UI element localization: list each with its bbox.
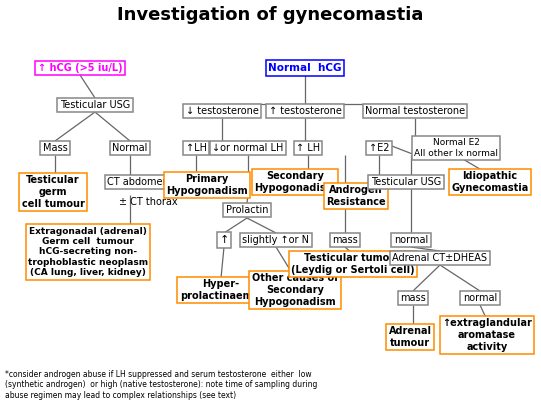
Text: Testicular
germ
cell tumour: Testicular germ cell tumour xyxy=(22,175,84,209)
Text: Normal  hCG: Normal hCG xyxy=(268,63,342,73)
Text: Testicular USG: Testicular USG xyxy=(371,177,441,187)
Text: Prolactin: Prolactin xyxy=(226,205,268,215)
Text: ↑E2: ↑E2 xyxy=(369,143,390,153)
Text: Normal E2
All other Ix normal: Normal E2 All other Ix normal xyxy=(414,138,498,158)
Text: mass: mass xyxy=(400,293,426,303)
Text: Hyper-
prolactinaemia: Hyper- prolactinaemia xyxy=(180,279,262,301)
Text: Secondary
Hypogonadism: Secondary Hypogonadism xyxy=(254,171,336,193)
Text: mass: mass xyxy=(332,235,358,245)
Text: *consider androgen abuse if LH suppressed and serum testosterone  either  low
(s: *consider androgen abuse if LH suppresse… xyxy=(5,370,318,400)
Text: Idiopathic
Gynecomastia: Idiopathic Gynecomastia xyxy=(451,171,529,193)
Text: Testicular tumour
(Leydig or Sertoli cell): Testicular tumour (Leydig or Sertoli cel… xyxy=(291,253,415,275)
Text: ↑: ↑ xyxy=(219,235,229,245)
Text: Androgen
Resistance: Androgen Resistance xyxy=(326,185,386,207)
Text: CT abdomen: CT abdomen xyxy=(107,177,169,187)
Text: ↑ LH: ↑ LH xyxy=(296,143,320,153)
Text: Adrenal CT±DHEAS: Adrenal CT±DHEAS xyxy=(393,253,487,263)
Text: ↑LH: ↑LH xyxy=(186,143,207,153)
Text: ↑extraglandular
aromatase
activity: ↑extraglandular aromatase activity xyxy=(442,318,532,352)
Text: Primary
Hypogonadism: Primary Hypogonadism xyxy=(166,174,248,196)
Text: ↓ testosterone: ↓ testosterone xyxy=(186,106,259,116)
Text: Other causes of
Secondary
Hypogonadism: Other causes of Secondary Hypogonadism xyxy=(252,273,338,307)
Text: Investigation of gynecomastia: Investigation of gynecomastia xyxy=(117,6,424,24)
Text: Normal testosterone: Normal testosterone xyxy=(365,106,465,116)
Text: Normal: Normal xyxy=(113,143,148,153)
Text: slightly ↑or N: slightly ↑or N xyxy=(242,235,309,245)
Text: Testicular USG: Testicular USG xyxy=(60,100,130,110)
Text: ↑ hCG (>5 iu/L): ↑ hCG (>5 iu/L) xyxy=(38,63,122,73)
Text: Mass: Mass xyxy=(43,143,68,153)
Text: normal: normal xyxy=(394,235,428,245)
Text: ↓or normal LH: ↓or normal LH xyxy=(212,143,283,153)
Text: ± CT thorax: ± CT thorax xyxy=(118,197,177,207)
Text: Extragonadal (adrenal)
Germ cell  tumour
hCG-secreting non-
trophoblastic neopla: Extragonadal (adrenal) Germ cell tumour … xyxy=(28,227,148,277)
Text: Adrenal
tumour: Adrenal tumour xyxy=(388,326,432,348)
Text: ↑ testosterone: ↑ testosterone xyxy=(268,106,341,116)
Text: normal: normal xyxy=(463,293,497,303)
